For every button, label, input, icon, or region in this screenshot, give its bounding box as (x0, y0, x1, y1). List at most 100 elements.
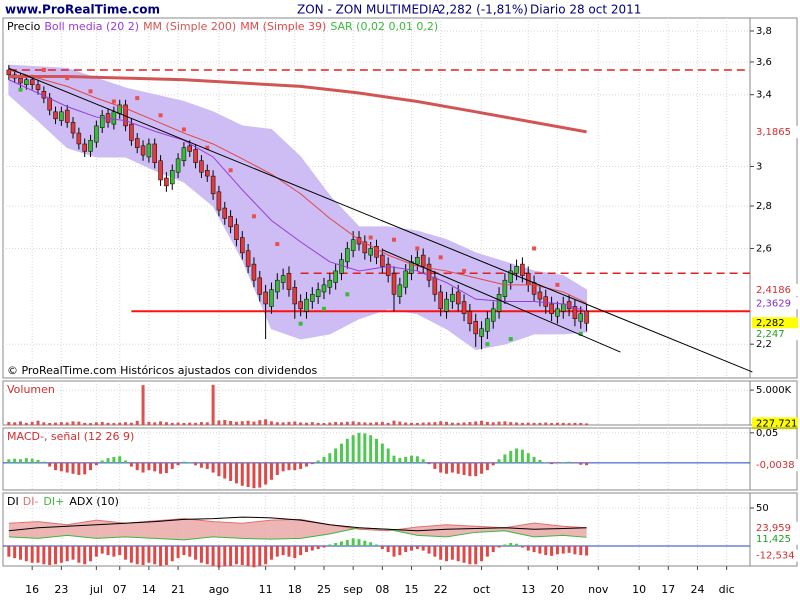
bar (199, 546, 203, 563)
x-tick-label: 22 (434, 583, 448, 596)
bar (550, 462, 554, 465)
bar (410, 455, 414, 463)
bollinger-band (8, 64, 588, 350)
bar (77, 546, 81, 563)
bar (124, 460, 128, 463)
bar (258, 462, 262, 488)
bar (194, 462, 198, 466)
bar (421, 422, 425, 425)
y-tick-label: 3,8 (756, 26, 772, 37)
panel-title: DI (7, 495, 19, 508)
candle-body (514, 266, 519, 274)
x-tick-label: ago (209, 583, 230, 596)
sar-dot (532, 246, 537, 251)
indicator-line (8, 518, 587, 532)
bar (357, 422, 361, 425)
candle-body (193, 149, 198, 163)
bar (269, 546, 273, 560)
bar (13, 458, 17, 463)
candle-body (99, 115, 105, 128)
bar (94, 546, 98, 557)
bar (386, 546, 390, 553)
bar (532, 456, 536, 463)
candle-body (59, 111, 64, 121)
value-marker-label: 2,247 (756, 329, 785, 340)
bar (281, 546, 285, 556)
sar-dot (41, 67, 46, 72)
bar (497, 546, 501, 548)
bar (322, 423, 326, 425)
bar (363, 433, 367, 463)
bar (398, 421, 402, 425)
bar (135, 462, 139, 471)
bar (573, 546, 577, 555)
bar (106, 422, 110, 425)
bar (526, 422, 530, 425)
bar (503, 544, 507, 547)
bar (59, 422, 63, 425)
candle-body (362, 241, 368, 254)
bar (544, 422, 548, 425)
bar (427, 462, 431, 465)
candle-body (520, 263, 525, 276)
x-tick-label: dic (719, 583, 735, 596)
bar (468, 422, 472, 425)
x-tick-label: nov (588, 583, 609, 596)
value-marker-label: 11,425 (756, 534, 791, 545)
bar (83, 462, 87, 475)
candle-body (496, 294, 502, 312)
bar (450, 462, 454, 473)
bar (135, 420, 139, 425)
bar (42, 546, 46, 565)
candle-body (245, 250, 251, 267)
y-tick-label: 50 (756, 503, 769, 514)
bar (415, 456, 419, 463)
candle-body (461, 301, 467, 315)
bar (310, 462, 314, 465)
candle-body (35, 84, 41, 90)
bar (71, 462, 75, 474)
x-tick-label: 24 (690, 583, 704, 596)
candle-body (199, 160, 204, 173)
candle-body (420, 254, 426, 267)
candle-body (24, 79, 29, 85)
bar (485, 462, 489, 471)
candle-body (444, 298, 449, 312)
bar (392, 455, 396, 463)
bar (54, 546, 58, 565)
bar (433, 462, 437, 469)
candle-body (455, 291, 461, 305)
bar (7, 422, 11, 425)
bar (293, 421, 297, 425)
bar (310, 422, 314, 425)
sar-dot (275, 242, 280, 247)
bar (100, 460, 104, 463)
value-marker-box (752, 549, 798, 562)
candle-body (205, 170, 210, 177)
bar (398, 546, 402, 556)
bar (316, 460, 320, 463)
bar (369, 542, 373, 547)
candle-body (561, 303, 566, 312)
bar (474, 546, 478, 565)
bar (299, 422, 303, 425)
bar (538, 422, 542, 425)
candle-body (164, 177, 169, 187)
candle-body (257, 277, 263, 295)
bar (176, 462, 180, 466)
candle-body (531, 282, 537, 295)
value-marker-label: -12,534 (756, 551, 795, 562)
bar (304, 546, 308, 553)
bar (550, 423, 554, 425)
bar (491, 546, 495, 553)
bar (182, 546, 186, 556)
bar (573, 462, 577, 464)
candle-body (228, 216, 233, 228)
bar (229, 546, 233, 566)
x-tick-label: 11 (259, 583, 273, 596)
bar (264, 546, 268, 565)
bar (485, 421, 489, 425)
candle-body (584, 311, 589, 324)
candle-body (415, 257, 420, 265)
bar (65, 462, 69, 473)
